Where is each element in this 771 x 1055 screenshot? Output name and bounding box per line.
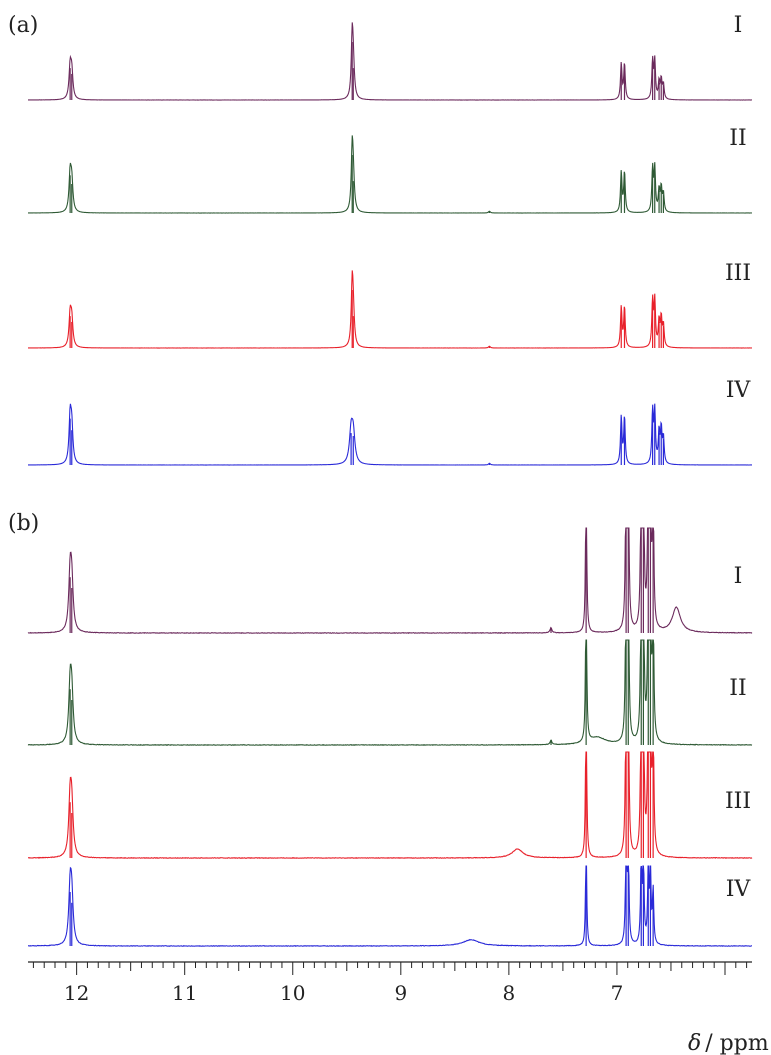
panel-label-a: (a): [8, 13, 38, 38]
spectrum-trace-b-I: [27, 527, 753, 634]
x-axis-unit: / ppm: [705, 1031, 769, 1055]
spectrum-trace-a-IV: [28, 403, 752, 466]
x-axis: 12 11 10 9 8 7 δ / ppm: [28, 961, 769, 1055]
x-axis-title: δ / ppm: [688, 1031, 769, 1055]
x-tick-label: 11: [172, 981, 197, 1005]
spectrum-trace-b-III: [27, 751, 753, 859]
trace-label-a-IV: IV: [726, 378, 752, 403]
spectrum-trace-a-II: [27, 135, 753, 214]
x-tick-label: 8: [503, 981, 516, 1005]
spectrum-trace-a-I: [27, 22, 753, 101]
spectrum-trace-b-IV: [27, 865, 753, 947]
spectrum-trace-a-III: [27, 270, 753, 349]
trace-label-a-II: II: [729, 126, 746, 151]
x-ticks: 12 11 10 9 8 7: [32, 962, 748, 1005]
x-tick-label: 10: [280, 981, 305, 1005]
panel-label-b: (b): [8, 511, 39, 536]
x-tick-label: 7: [611, 981, 624, 1005]
x-axis-symbol: δ: [688, 1031, 701, 1055]
trace-label-a-III: III: [725, 261, 751, 286]
trace-label-b-IV: IV: [726, 877, 752, 902]
spectrum-trace-b-II: [27, 639, 753, 746]
x-tick-label: 9: [394, 981, 407, 1005]
trace-label-a-I: I: [734, 13, 743, 38]
x-tick-label: 12: [64, 981, 89, 1005]
trace-label-b-II: II: [729, 676, 746, 701]
trace-label-b-III: III: [725, 789, 751, 814]
trace-label-b-I: I: [734, 564, 743, 589]
